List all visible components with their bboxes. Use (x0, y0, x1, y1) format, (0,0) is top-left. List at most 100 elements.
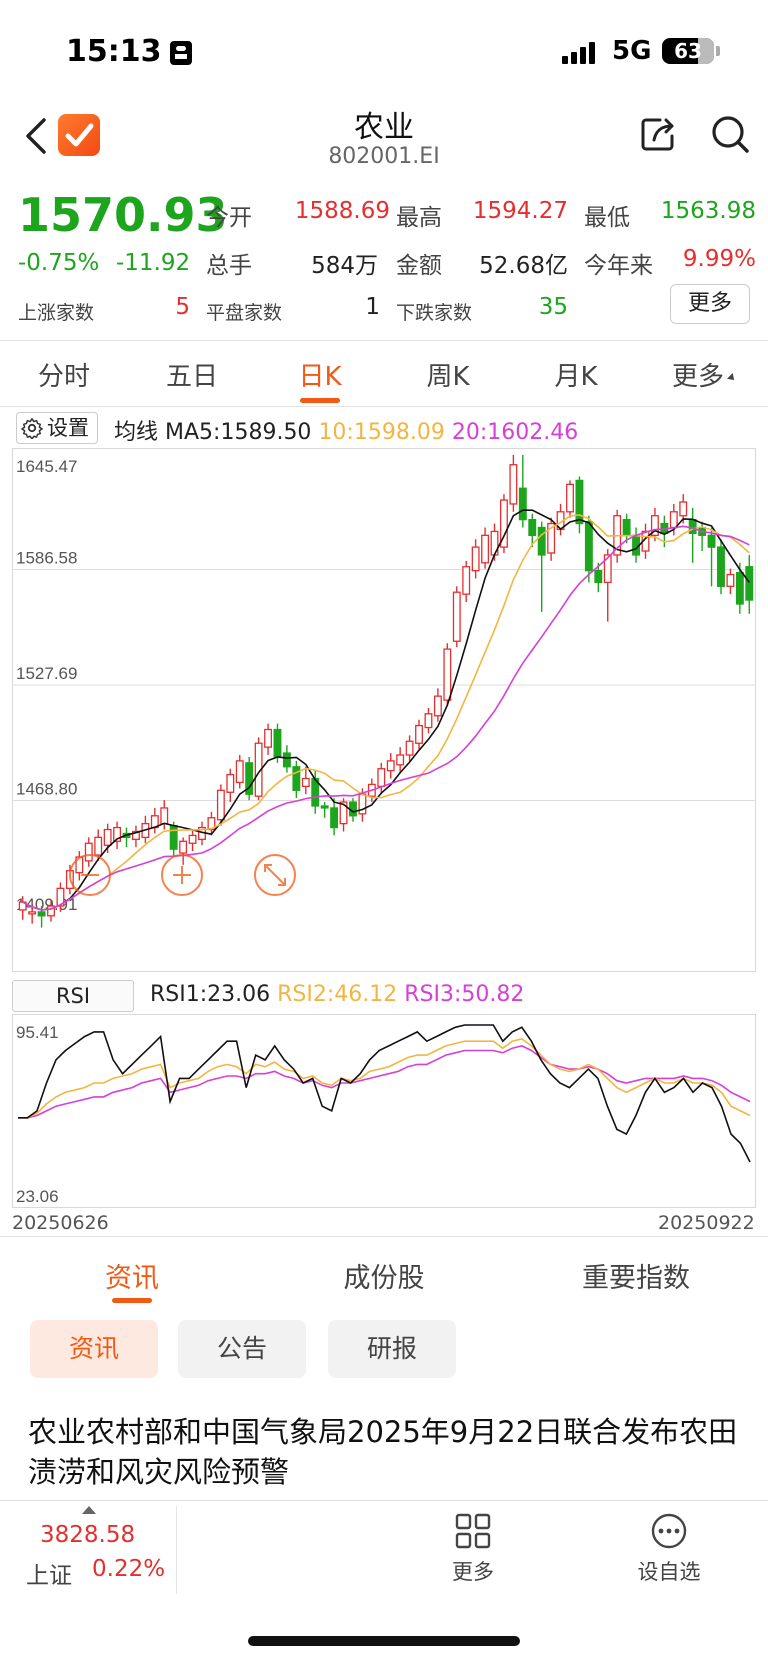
candle (537, 526, 546, 556)
candle (320, 805, 329, 809)
chart-border (12, 448, 756, 972)
volume-value: 584万 (311, 253, 378, 279)
candle (518, 487, 527, 521)
candle (47, 905, 55, 917)
rsi1-value: RSI1:23.06 (150, 982, 271, 1007)
checkmark-icon (65, 123, 94, 147)
volume-label: 总手 (206, 253, 252, 279)
candle (396, 754, 405, 766)
zoom-in-icon[interactable] (161, 854, 203, 896)
candle (547, 522, 556, 554)
candle (179, 840, 188, 854)
ma5-line (22, 509, 750, 911)
index-value[interactable]: 3828.58 (40, 1522, 136, 1548)
index-percent: 0.22% (92, 1556, 166, 1582)
candle (254, 742, 263, 797)
tab-more[interactable]: 更多 (644, 356, 764, 393)
settings-button[interactable]: 设置 (16, 412, 98, 444)
tab-daily-k[interactable]: 日K (298, 362, 342, 392)
home-indicator (248, 1636, 520, 1646)
candle (56, 887, 65, 907)
candle (131, 830, 140, 840)
footer-separator (176, 1506, 177, 1594)
battery-level: 63 (674, 39, 702, 63)
candle (103, 828, 112, 846)
more-label: 更多 (452, 1560, 494, 1584)
candle (679, 501, 688, 517)
candle (188, 834, 197, 844)
candle (575, 479, 584, 525)
candle (245, 762, 254, 795)
open-value: 1588.69 (294, 198, 390, 224)
candle (273, 728, 282, 758)
candle (688, 518, 697, 535)
share-icon[interactable] (638, 114, 678, 154)
rsi2-value: RSI2:46.12 (277, 982, 398, 1007)
y-tick-label: 1527.69 (16, 664, 77, 683)
divider (0, 340, 768, 341)
y-tick-label: 1586.58 (16, 549, 77, 568)
ma10-line (22, 514, 750, 911)
rsi3-value: RSI3:50.82 (404, 982, 525, 1007)
rsi-chart[interactable]: 95.41 23.06 (12, 1014, 756, 1208)
chip-news[interactable]: 资讯 (30, 1320, 158, 1378)
news-headline[interactable]: 农业农村部和中国气象局2025年9月22日联合发布农田渍涝和风灾风险预警 (28, 1415, 738, 1489)
tab-constituents[interactable]: 成份股 (343, 1263, 425, 1294)
candle (301, 777, 310, 788)
divider (0, 406, 768, 407)
rsi-tick-label: 23.06 (16, 1187, 59, 1206)
ma-label: 均线 (114, 420, 159, 445)
candle (669, 511, 678, 529)
tab-intraday[interactable]: 分时 (37, 362, 90, 392)
tab-five-day[interactable]: 五日 (165, 362, 218, 392)
candle (386, 760, 395, 772)
candle (650, 515, 659, 536)
decliners-value: 35 (538, 294, 568, 320)
chip-research[interactable]: 研报 (328, 1320, 456, 1378)
last-price: 1570.93 (18, 188, 228, 242)
tab-monthly-k[interactable]: 月K (554, 362, 598, 392)
candle (481, 534, 490, 564)
candle (282, 752, 291, 768)
ytd-label: 今年来 (584, 253, 653, 279)
rsi-legend: RSI1:23.06 RSI2:46.12 RSI3:50.82 (150, 982, 524, 1007)
fullscreen-icon[interactable] (254, 854, 296, 896)
candle (603, 554, 612, 584)
change-percent: -0.75% (18, 250, 100, 276)
candle (207, 817, 216, 831)
tab-key-indices[interactable]: 重要指数 (582, 1263, 690, 1294)
app-logo-icon (58, 114, 100, 156)
search-icon[interactable] (710, 114, 750, 154)
chip-announcements[interactable]: 公告 (178, 1320, 306, 1378)
candle (226, 773, 235, 793)
back-icon[interactable] (22, 116, 50, 156)
quote-more-button[interactable]: 更多 (670, 284, 750, 324)
candle (405, 740, 414, 756)
candle (499, 499, 508, 548)
decliners-label: 下跌家数 (396, 302, 473, 324)
caret-down-icon (727, 372, 737, 383)
add-watchlist-button[interactable]: 设自选 (614, 1512, 724, 1586)
tab-news[interactable]: 资讯 (105, 1263, 159, 1294)
more-button[interactable]: 更多 (418, 1512, 528, 1586)
y-tick-label: 1468.80 (16, 780, 77, 799)
rsi-border (12, 1014, 756, 1208)
rsi-tick-label: 95.41 (16, 1023, 59, 1042)
ytd-value: 9.99% (682, 246, 756, 272)
candle (37, 911, 46, 917)
candle (113, 826, 122, 842)
candle (622, 518, 631, 536)
unchanged-value: 1 (365, 294, 380, 320)
indicator-selector[interactable]: RSI (12, 980, 134, 1012)
candle (94, 836, 103, 856)
network-label: 5G (612, 36, 652, 66)
low-value: 1563.98 (660, 198, 756, 224)
candle (452, 591, 461, 642)
ma20-line (22, 525, 750, 911)
tab-weekly-k[interactable]: 周K (426, 362, 470, 392)
candle (443, 648, 452, 701)
amount-label: 金额 (396, 253, 442, 279)
zoom-out-icon[interactable] (69, 854, 111, 896)
expand-up-icon[interactable] (82, 1506, 96, 1514)
